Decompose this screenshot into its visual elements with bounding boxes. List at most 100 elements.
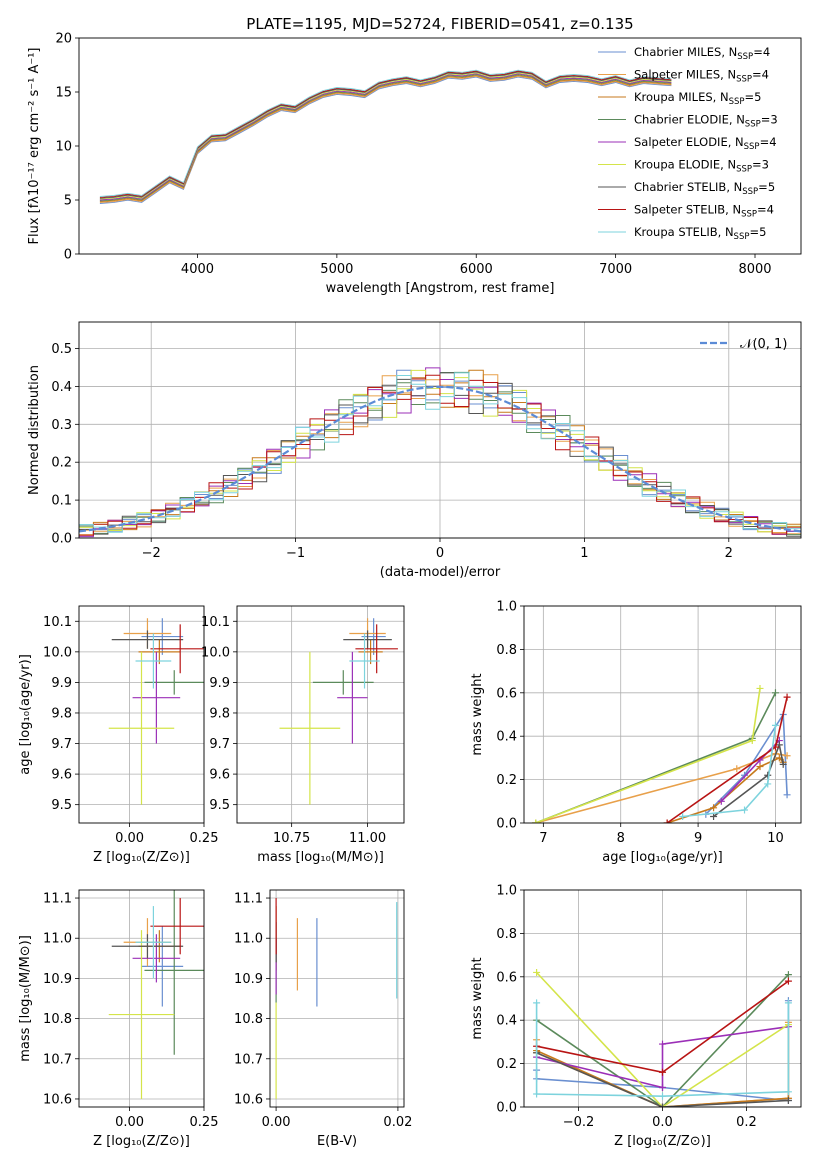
legend-n-value: 4 (767, 203, 774, 217)
y-tick-label: 11.1 (234, 892, 263, 907)
y-tick-label: 0.6 (496, 686, 517, 701)
x-tick-label: 0.2 (736, 1115, 757, 1130)
y-tick-label: 0.4 (51, 380, 72, 395)
x-tick-label: 2 (725, 546, 733, 561)
mass-weight-marker (783, 791, 791, 799)
x-tick-label: 0.0 (652, 1115, 673, 1130)
legend-n-prefix: N (729, 45, 738, 59)
axes-frame (523, 605, 802, 824)
legend-series-name: Kroupa MILES, (634, 90, 720, 104)
legend-series-name: Salpeter MILES, (634, 68, 727, 82)
plot-area (532, 684, 791, 823)
axes-frame (78, 37, 802, 255)
y-tick-label: 9.8 (209, 706, 230, 721)
x-tick-label: 0.00 (115, 831, 144, 846)
x-tick-label: 9 (694, 831, 702, 846)
x-tick-label: 5000 (320, 262, 353, 277)
legend-n-prefix: N (720, 90, 729, 104)
mass-weight-marker (717, 797, 725, 805)
x-tick-label: 7000 (599, 262, 632, 277)
mass-weight-marker (659, 1103, 666, 1107)
x-axis-label: (data-model)/error (380, 565, 501, 580)
y-tick-label: 0.2 (496, 1057, 517, 1072)
legend-n-value: 3 (770, 113, 777, 127)
y-tick-label: 9.7 (51, 737, 72, 752)
y-tick-label: 9.8 (51, 706, 72, 721)
x-axis-label: E(B-V) (317, 1134, 357, 1149)
legend-series-name: Chabrier STELIB, (634, 180, 734, 194)
x-tick-label: 10.75 (273, 831, 310, 846)
mass-weight-marker (764, 780, 772, 788)
y-tick-label: 0.5 (51, 342, 72, 357)
x-axis-label: mass [log₁₀(M/M⊙)] (257, 850, 384, 865)
legend-label: Chabrier ELODIE, NSSP=3 (634, 113, 778, 130)
mass-weight-marker (710, 804, 718, 812)
x-axis-label: Z [log₁₀(Z/Z⊙)] (614, 1134, 711, 1149)
x-tick-label: −0.2 (563, 1115, 595, 1130)
y-tick-label: 15 (55, 86, 72, 101)
legend-series-name: Kroupa ELODIE, (634, 158, 727, 172)
mass-weight-marker (779, 760, 787, 768)
axes-frame (523, 889, 802, 1108)
mass-vs-metallicity-panel: 0.00 0.25 10.6 10.7 10.8 10.9 11.0 11.1 Z [log₁₀… (18, 889, 218, 1149)
mass-weight-marker (771, 721, 779, 729)
y-tick-label: 0 (64, 248, 72, 263)
legend-label: Kroupa MILES, NSSP=5 (634, 90, 761, 107)
legend-n-eq: = (744, 90, 754, 104)
legend-n-subscript: SSP (745, 120, 761, 130)
x-tick-label: 0.02 (383, 1115, 412, 1130)
x-tick-label: 0.25 (190, 831, 219, 846)
mass-weight-marker (784, 977, 792, 985)
y-tick-label: 0.0 (51, 532, 72, 547)
y-tick-label: 10.8 (234, 1012, 263, 1027)
y-tick-label: 0.2 (51, 456, 72, 471)
legend-n-subscript: SSP (736, 75, 752, 85)
y-tick-label: 10.7 (234, 1052, 263, 1067)
axes-frame (78, 605, 205, 824)
legend-n-prefix: N (735, 135, 744, 149)
mass-weight-line (536, 974, 789, 1107)
mass-weight-marker (533, 999, 541, 1007)
y-tick-label: 10.8 (43, 1012, 72, 1027)
mass-weight-marker (784, 971, 792, 979)
residuals-panel: −2 −1 0 1 2 0.0 0.1 0.2 0.3 0.4 0.5 (data-model)/er… (27, 321, 802, 580)
mass-weight-marker (764, 771, 772, 779)
x-tick-label: 8 (617, 831, 625, 846)
mass-weight-marker (784, 1088, 792, 1096)
x-tick-label: 1 (580, 546, 588, 561)
plot-area (99, 69, 672, 204)
y-tick-label: 10.1 (43, 615, 72, 630)
model-spectrum-line (99, 69, 672, 197)
legend-n-subscript: SSP (736, 165, 752, 175)
legend-n-subscript: SSP (734, 232, 750, 242)
y-axis-label: age [log₁₀(age/yr)] (18, 654, 33, 775)
mass-weight-marker (733, 765, 741, 773)
legend-label: Salpeter ELODIE, NSSP=4 (634, 135, 777, 152)
y-tick-label: 10.0 (201, 645, 230, 660)
y-axis-label: mass [log₁₀(M/M⊙)] (18, 935, 33, 1062)
mass-weight-line (536, 1049, 789, 1107)
x-tick-label: 4000 (181, 262, 214, 277)
mass-weight-marker (659, 1083, 666, 1091)
mass-weight-marker (533, 1090, 541, 1098)
mass-weight-line (536, 1025, 789, 1089)
mass-weight-marker (659, 1068, 666, 1076)
plot-area (108, 890, 204, 1099)
legend-series-name: Chabrier MILES, (634, 45, 729, 59)
legend-n-prefix: N (727, 68, 736, 82)
y-tick-label: 10.1 (201, 615, 230, 630)
legend-series-name: Chabrier ELODIE, (634, 113, 736, 127)
y-tick-label: 20 (55, 32, 72, 47)
axes-frame (236, 605, 405, 824)
y-tick-label: 11.1 (43, 892, 72, 907)
mass-weight-marker (533, 968, 541, 976)
y-tick-label: 0.2 (496, 773, 517, 788)
mass-weight-line (713, 742, 784, 818)
legend-label: 𝒩(0, 1) (740, 337, 787, 352)
y-tick-label: 0.1 (51, 494, 72, 509)
mass-weight-marker (756, 684, 764, 692)
legend-n-subscript: SSP (742, 187, 758, 197)
legend-n-prefix: N (725, 225, 734, 239)
massweight-vs-metallicity-panel: −0.2 0.0 0.2 0.0 0.2 0.4 0.6 0.8 1.0 Z [log₁₀(Z/Z… (470, 884, 802, 1149)
spectrum-panel: 4000 5000 6000 7000 8000 0 5 10 15 20 wavelength [… (27, 32, 802, 296)
